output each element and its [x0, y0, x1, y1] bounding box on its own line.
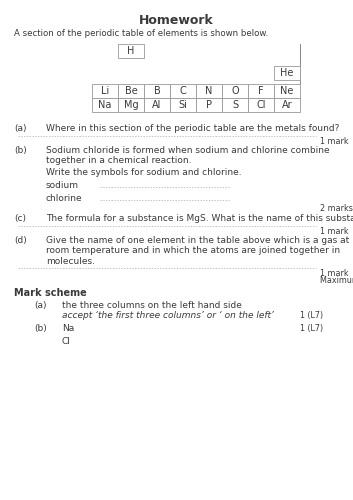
Text: 1 (L7): 1 (L7): [300, 311, 323, 320]
Text: Na: Na: [62, 324, 74, 333]
Text: chlorine: chlorine: [46, 194, 83, 203]
Text: H: H: [127, 46, 135, 56]
Text: 1 mark: 1 mark: [320, 137, 349, 146]
Text: P: P: [206, 100, 212, 110]
Text: Cl: Cl: [62, 337, 71, 346]
Text: (a): (a): [34, 301, 47, 310]
Text: Where in this section of the periodic table are the metals found?: Where in this section of the periodic ta…: [46, 124, 339, 133]
Text: A section of the periodic table of elements is shown below.: A section of the periodic table of eleme…: [14, 29, 268, 38]
Text: Na: Na: [98, 100, 112, 110]
Text: (b): (b): [14, 146, 27, 155]
Text: Mark scheme: Mark scheme: [14, 288, 87, 298]
Text: Maximum 5 marks: Maximum 5 marks: [320, 276, 353, 285]
Text: Li: Li: [101, 86, 109, 96]
Text: the three columns on the left hand side: the three columns on the left hand side: [62, 301, 242, 310]
Bar: [274, 98, 300, 112]
Text: S: S: [232, 100, 238, 110]
Bar: [118, 98, 144, 112]
Bar: [222, 84, 248, 98]
Bar: [248, 98, 274, 112]
Text: Homework: Homework: [139, 14, 213, 27]
Text: Mg: Mg: [124, 100, 138, 110]
Text: 1 mark: 1 mark: [320, 227, 349, 236]
Bar: [222, 98, 248, 112]
Text: 2 marks: 2 marks: [320, 204, 353, 213]
Text: sodium: sodium: [46, 181, 79, 190]
Bar: [118, 44, 144, 58]
Bar: [92, 98, 118, 112]
Bar: [144, 84, 170, 98]
Bar: [170, 84, 196, 98]
Bar: [196, 84, 222, 98]
Text: accept ‘the first three columns’ or ‘ on the left’: accept ‘the first three columns’ or ‘ on…: [62, 311, 274, 320]
Text: Write the symbols for sodium and chlorine.: Write the symbols for sodium and chlorin…: [46, 168, 241, 177]
Bar: [118, 84, 144, 98]
Text: Give the name of one element in the table above which is a gas at
room temperatu: Give the name of one element in the tabl…: [46, 236, 349, 266]
Text: C: C: [180, 86, 186, 96]
Text: Ne: Ne: [280, 86, 294, 96]
Bar: [144, 98, 170, 112]
Text: He: He: [280, 68, 294, 78]
Text: N: N: [205, 86, 213, 96]
Text: (b): (b): [34, 324, 47, 333]
Text: F: F: [258, 86, 264, 96]
Text: (c): (c): [14, 214, 26, 223]
Text: (d): (d): [14, 236, 27, 245]
Text: Cl: Cl: [256, 100, 266, 110]
Text: Be: Be: [125, 86, 137, 96]
Text: O: O: [231, 86, 239, 96]
Text: 1 mark: 1 mark: [320, 269, 349, 278]
Text: Si: Si: [179, 100, 187, 110]
Text: Sodium chloride is formed when sodium and chlorine combine
together in a chemica: Sodium chloride is formed when sodium an…: [46, 146, 330, 166]
Text: (a): (a): [14, 124, 26, 133]
Text: The formula for a substance is MgS. What is the name of this substance?: The formula for a substance is MgS. What…: [46, 214, 353, 223]
Bar: [248, 84, 274, 98]
Text: 1 (L7): 1 (L7): [300, 324, 323, 333]
Bar: [274, 84, 300, 98]
Text: Ar: Ar: [282, 100, 292, 110]
Bar: [170, 98, 196, 112]
Text: B: B: [154, 86, 160, 96]
Bar: [274, 66, 300, 80]
Bar: [92, 84, 118, 98]
Bar: [196, 98, 222, 112]
Text: Al: Al: [152, 100, 162, 110]
